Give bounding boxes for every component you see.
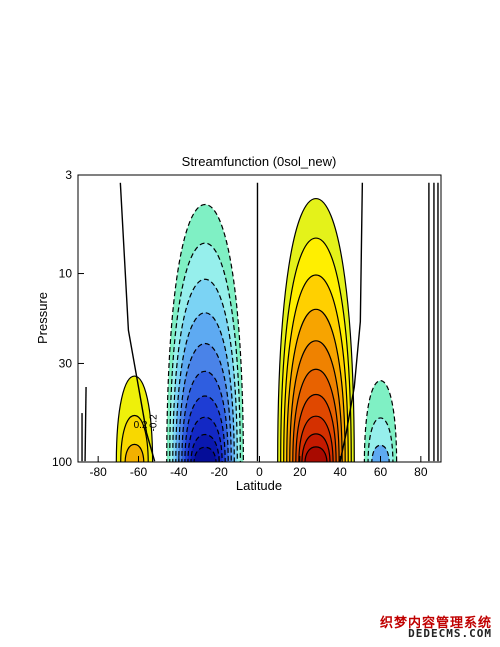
zero-contour-line [119, 182, 156, 462]
x-tick-label: 40 [333, 465, 347, 479]
x-tick-label: -80 [89, 465, 107, 479]
x-tick-label: -60 [130, 465, 148, 479]
southern-hadley-cell-contour [193, 446, 217, 462]
y-axis-title: Pressure [35, 292, 50, 344]
chart-title: Streamfunction (0sol_new) [182, 154, 337, 169]
southern-polar-cell-contour [124, 443, 145, 462]
x-tick-label: -40 [170, 465, 188, 479]
watermark-site: DEDECMS.COM [408, 627, 492, 640]
x-tick-label: 60 [374, 465, 388, 479]
contour-labels: 0.2 -0.2 [134, 414, 160, 432]
y-tick-label: 100 [52, 455, 72, 469]
x-tick-label: 20 [293, 465, 307, 479]
watermark-logo-text: 织梦内容管理系统 [379, 616, 492, 631]
zero-contours [81, 182, 439, 462]
y-tick-label: 3 [65, 168, 72, 182]
x-tick-label: 0 [256, 465, 263, 479]
y-axis: 3 10 30 100 [52, 168, 84, 469]
contour-label: -0.2 [149, 414, 160, 432]
x-tick-label: -20 [210, 465, 228, 479]
northern-polar-cell-contour [371, 444, 390, 462]
x-axis: -80 -60 -40 -20 0 20 40 60 80 [89, 456, 428, 479]
y-tick-label: 10 [59, 267, 73, 281]
x-axis-title: Latitude [236, 478, 282, 493]
y-tick-label: 30 [59, 356, 73, 370]
x-tick-label: 80 [414, 465, 428, 479]
northern-hadley-cell-contour [304, 446, 328, 462]
zero-contour-line [84, 386, 87, 462]
contour-label: 0.2 [134, 420, 148, 431]
contour-cells [115, 197, 398, 462]
zero-contour-line [339, 182, 364, 462]
